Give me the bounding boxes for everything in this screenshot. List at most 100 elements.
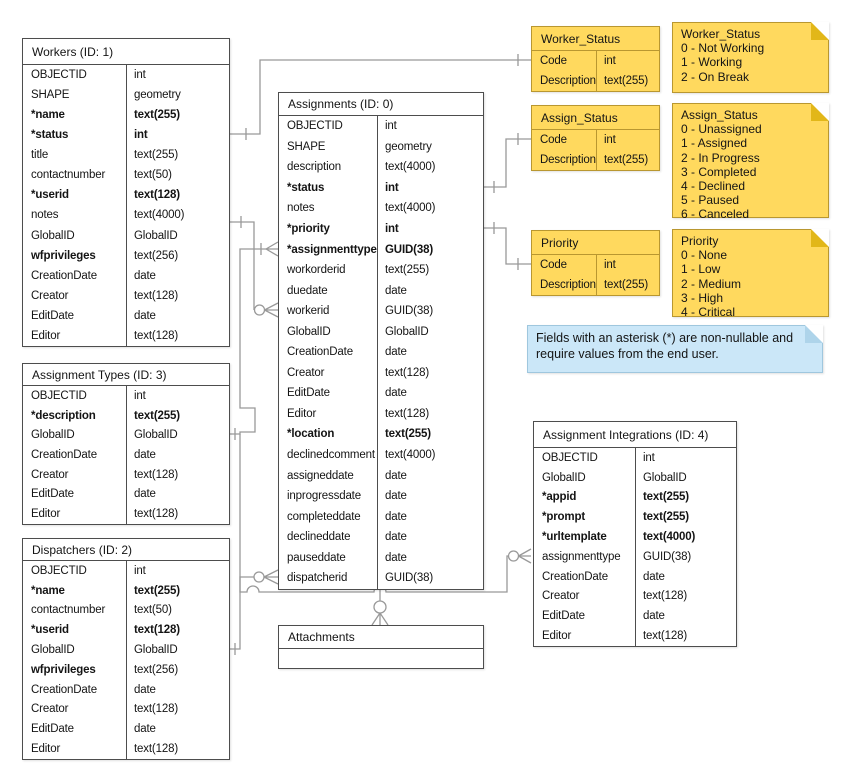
table-title: Workers (ID: 1) xyxy=(23,39,229,65)
note-line: 1 - Assigned xyxy=(681,136,748,151)
field-name: completeddate xyxy=(287,510,361,523)
field-type: text(256) xyxy=(126,245,229,266)
table-row: EditDate date xyxy=(23,719,229,740)
table-row: SHAPE geometry xyxy=(279,136,483,158)
field-type: date xyxy=(126,484,229,505)
field-name: assignmenttype xyxy=(542,550,621,563)
table-row: *priority int xyxy=(279,218,483,240)
table-row: workorderid text(255) xyxy=(279,259,483,281)
table-title: Priority xyxy=(532,231,659,255)
table-row: *status int xyxy=(23,125,229,146)
table-title: Attachments xyxy=(279,626,483,649)
table-row: assigneddate date xyxy=(279,465,483,486)
field-type: date xyxy=(377,383,483,404)
field-name: inprogressdate xyxy=(287,490,361,503)
table-row: SHAPE geometry xyxy=(23,85,229,106)
field-type: text(128) xyxy=(126,620,229,641)
table-row: title text(255) xyxy=(23,145,229,166)
assign-status-note: Assign_Status 0 - Unassigned 1 - Assigned 2… xyxy=(672,103,829,221)
field-type: GlobalID xyxy=(126,640,229,660)
table-row: *appid text(255) xyxy=(534,487,736,508)
field-type: text(128) xyxy=(126,504,229,524)
field-type: int xyxy=(377,116,483,137)
field-type: text(50) xyxy=(126,165,229,186)
table-row: GlobalID GlobalID xyxy=(23,225,229,246)
field-type: text(4000) xyxy=(635,527,736,547)
field-name: contactnumber xyxy=(31,604,106,617)
table-row: description text(4000) xyxy=(279,157,483,178)
table-row: OBJECTID int xyxy=(23,65,229,86)
field-type: text(128) xyxy=(377,403,483,425)
field-type: date xyxy=(377,465,483,486)
field-name: notes xyxy=(31,209,59,222)
table-row: dispatcherid GUID(38) xyxy=(279,568,483,589)
field-name: SHAPE xyxy=(287,140,326,153)
field-name: *priority xyxy=(287,223,330,235)
table-row: *name text(255) xyxy=(23,580,229,601)
field-type: int xyxy=(126,65,229,86)
field-type: int xyxy=(126,125,229,146)
table-row: CreationDate date xyxy=(534,566,736,587)
field-type: int xyxy=(377,218,483,240)
table-title: Dispatchers (ID: 2) xyxy=(23,539,229,561)
field-type: int xyxy=(596,130,659,150)
connector-types-assignments xyxy=(228,241,279,440)
field-name: EditDate xyxy=(31,723,74,736)
connector-assignments-priority xyxy=(482,222,531,270)
field-name: OBJECTID xyxy=(542,451,598,464)
field-type: date xyxy=(377,506,483,527)
table-row: declinedcomment text(4000) xyxy=(279,444,483,466)
priority-note: Priority 0 - None 1 - Low 2 - Medium 3 - Hig… xyxy=(672,229,829,319)
field-name: Description xyxy=(540,154,596,166)
note-line: 1 - Working xyxy=(681,55,743,70)
field-type: date xyxy=(126,445,229,465)
table-row: GlobalID GlobalID xyxy=(23,425,229,446)
field-name: EditDate xyxy=(287,387,330,400)
field-name: Editor xyxy=(31,507,61,520)
field-type: text(255) xyxy=(596,150,659,170)
table-row: pauseddate date xyxy=(279,547,483,569)
table-row: CreationDate date xyxy=(23,265,229,286)
table-title: Worker_Status xyxy=(532,27,659,51)
field-name: Description xyxy=(540,75,596,87)
field-name: assigneddate xyxy=(287,469,354,482)
table-row: contactnumber text(50) xyxy=(23,600,229,621)
field-type: date xyxy=(377,342,483,363)
table-row: Editor text(128) xyxy=(23,504,229,524)
field-name: Editor xyxy=(542,630,572,643)
field-type: text(255) xyxy=(126,405,229,426)
field-name: pauseddate xyxy=(287,551,346,564)
field-name: GlobalID xyxy=(287,325,331,338)
field-name: description xyxy=(287,161,341,174)
table-row: *location text(255) xyxy=(279,424,483,445)
field-name: Editor xyxy=(287,407,317,420)
field-name: EditDate xyxy=(542,610,585,623)
field-type: text(256) xyxy=(126,659,229,680)
field-name: wfprivileges xyxy=(31,249,96,262)
table-row: *prompt text(255) xyxy=(534,507,736,528)
field-name: *userid xyxy=(31,189,69,202)
connector-dispatchers-assignments xyxy=(228,569,279,655)
table-row: *status int xyxy=(279,177,483,199)
table-title: Assign_Status xyxy=(532,106,659,130)
note-line: 3 - High xyxy=(681,290,724,305)
table-row: assignmenttype GUID(38) xyxy=(534,546,736,567)
table-row: Creator text(128) xyxy=(23,699,229,720)
table-row: notes text(4000) xyxy=(279,198,483,219)
field-name: Creator xyxy=(31,468,69,481)
table-row: EditDate date xyxy=(23,305,229,326)
field-type: int xyxy=(377,177,483,199)
field-type: text(128) xyxy=(126,325,229,346)
field-type: date xyxy=(377,547,483,569)
field-name: *location xyxy=(287,428,335,441)
table-row: GlobalID GlobalID xyxy=(279,321,483,343)
field-type: text(255) xyxy=(635,487,736,508)
table-row: EditDate date xyxy=(279,383,483,404)
attachments-table: Attachments xyxy=(278,625,484,669)
table-row: CreationDate date xyxy=(279,342,483,363)
table-row: Editor text(128) xyxy=(279,403,483,425)
field-type: text(128) xyxy=(126,285,229,306)
table-rows: OBJECTID int GlobalID GlobalID *appid text(25… xyxy=(534,448,736,646)
